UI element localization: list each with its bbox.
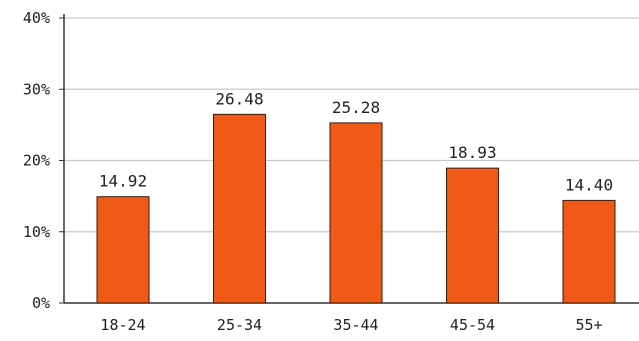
x-tick-label-45-54: 45-54 bbox=[450, 316, 495, 334]
x-tick-label-25-34: 25-34 bbox=[217, 316, 262, 334]
bar-25-34 bbox=[213, 113, 266, 304]
x-tick-label-55+: 55+ bbox=[575, 316, 602, 334]
data-label-18-24: 14.92 bbox=[99, 172, 147, 191]
bar-45-54 bbox=[446, 167, 499, 304]
bar-18-24 bbox=[96, 196, 150, 304]
data-label-35-44: 25.28 bbox=[332, 98, 380, 117]
bars bbox=[96, 113, 616, 304]
x-tick-label-35-44: 35-44 bbox=[333, 316, 378, 334]
y-tick-label: 0% bbox=[32, 294, 50, 312]
y-tick-label: 40% bbox=[23, 9, 50, 27]
data-label-45-54: 18.93 bbox=[448, 143, 496, 162]
y-tick-label: 10% bbox=[23, 223, 50, 241]
data-label-55+: 14.40 bbox=[565, 175, 613, 194]
labels: 0% 10% 20% 30% 40% 14.92 18-24 26.48 25-34 25.28 3… bbox=[23, 9, 613, 334]
bar-35-44 bbox=[329, 122, 383, 304]
y-tick-label: 30% bbox=[23, 80, 50, 98]
bar-55+ bbox=[562, 199, 616, 304]
data-label-25-34: 26.48 bbox=[215, 89, 263, 108]
y-tick-label: 20% bbox=[23, 152, 50, 170]
x-tick-label-18-24: 18-24 bbox=[100, 316, 145, 334]
